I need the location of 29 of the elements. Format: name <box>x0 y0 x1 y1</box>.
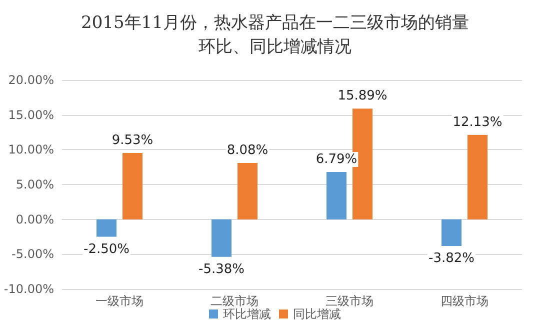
bar <box>326 172 346 220</box>
bar <box>468 134 488 220</box>
x-tick-label: 一级市场 <box>96 294 144 308</box>
y-tick-label: -5.00% <box>12 247 54 262</box>
x-tick-label: 四级市场 <box>440 294 488 308</box>
x-tick-label: 二级市场 <box>210 294 258 308</box>
bar <box>212 219 232 257</box>
data-label: -3.82% <box>428 250 474 266</box>
legend-label: 同比增减 <box>293 307 341 321</box>
data-label: 6.79% <box>316 152 358 168</box>
y-tick-label: -10.00% <box>4 282 54 296</box>
data-label: 8.08% <box>226 143 268 158</box>
bar <box>122 152 142 220</box>
y-tick-label: 0.00% <box>16 212 54 226</box>
data-label: 12.13% <box>452 114 502 130</box>
data-label: 15.89% <box>338 88 388 104</box>
data-label: 9.53% <box>112 132 154 148</box>
bar <box>96 219 116 237</box>
y-tick-label: 10.00% <box>8 142 54 157</box>
y-tick-label: 15.00% <box>8 108 54 122</box>
data-label: -5.38% <box>198 262 244 277</box>
data-label: -2.50% <box>84 242 130 257</box>
chart-title: 2015年11月份，热水器产品在一二三级市场的销量环比、同比增减情况 <box>81 13 469 57</box>
bar <box>238 163 258 220</box>
y-tick-label: 5.00% <box>16 178 54 192</box>
x-tick-label: 三级市场 <box>326 294 374 308</box>
legend-label: 环比增减 <box>223 307 271 321</box>
bar <box>442 219 462 246</box>
y-tick-label: 20.00% <box>8 73 54 87</box>
